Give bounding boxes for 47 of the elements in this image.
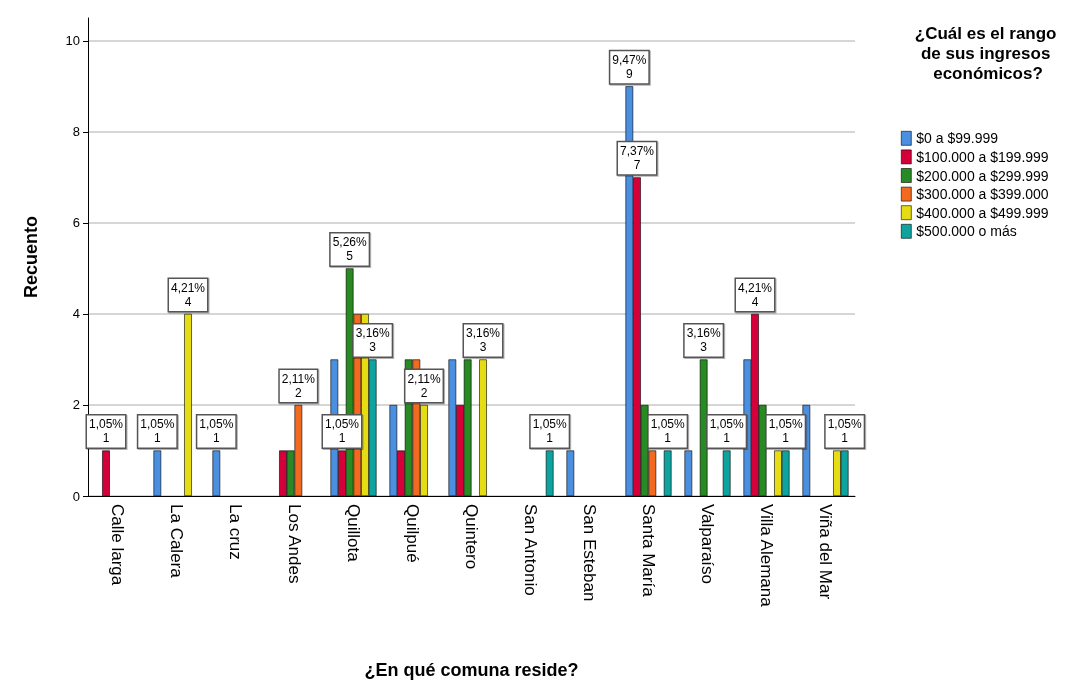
legend-label: $100.000 a $199.999 bbox=[916, 148, 1049, 165]
data-label: 1,05% 1 bbox=[324, 417, 360, 446]
data-label: 1,05% 1 bbox=[650, 417, 686, 446]
data-label: 4,21% 4 bbox=[737, 280, 773, 309]
data-label: 1,05% 1 bbox=[532, 417, 568, 446]
data-label: 1,05% 1 bbox=[827, 417, 863, 446]
data-label: 3,16% 3 bbox=[465, 326, 501, 355]
x-tick-label: Villa Alemana bbox=[757, 504, 776, 608]
x-tick-label: Los Andes bbox=[285, 504, 304, 584]
x-tick-label: La Calera bbox=[167, 504, 186, 579]
x-tick-label: Quillota bbox=[344, 504, 363, 563]
x-tick-label: Viña del Mar bbox=[816, 504, 835, 600]
x-tick-label: San Esteban bbox=[580, 504, 599, 602]
x-tick-label: Santa María bbox=[639, 504, 658, 598]
data-label: 9,47% 9 bbox=[612, 53, 647, 82]
x-tick-label: San Antonio bbox=[521, 504, 540, 596]
x-tick-label: La cruz bbox=[226, 504, 245, 560]
data-label: 3,16% 3 bbox=[686, 326, 721, 355]
data-label: 7,37% 7 bbox=[619, 144, 655, 173]
data-label: 5,26% 5 bbox=[332, 235, 367, 264]
data-label: 1,05% 1 bbox=[709, 417, 745, 446]
y-tick-label: 2 bbox=[72, 397, 80, 413]
y-tick-label: 0 bbox=[72, 488, 80, 504]
y-tick-label: 6 bbox=[72, 215, 80, 231]
y-tick-label: 4 bbox=[72, 306, 80, 322]
data-label: 1,05% 1 bbox=[199, 417, 234, 446]
data-label: 2,11% 2 bbox=[407, 371, 441, 400]
legend-label: $400.000 a $499.999 bbox=[916, 204, 1049, 221]
data-label: 1,05% 1 bbox=[768, 417, 804, 446]
x-axis-title: ¿En qué comuna reside? bbox=[364, 660, 579, 680]
legend-label: $0 a $99.999 bbox=[916, 130, 999, 147]
x-tick-label: Quilpué bbox=[403, 504, 422, 563]
legend-title: ¿Cuál es el rango de sus ingresos económicos? bbox=[914, 23, 1062, 83]
x-tick-label: Calle larga bbox=[108, 504, 127, 586]
legend-label: $200.000 a $299.999 bbox=[916, 167, 1049, 184]
data-label: 4,21% 4 bbox=[170, 280, 206, 309]
x-tick-label: Quintero bbox=[462, 504, 481, 570]
y-tick-label: 8 bbox=[72, 124, 80, 140]
data-label: 3,16% 3 bbox=[355, 326, 391, 355]
legend-label: $500.000 o más bbox=[916, 223, 1017, 240]
y-tick-label: 10 bbox=[65, 33, 80, 49]
y-axis-title: Recuento bbox=[21, 215, 41, 299]
data-label: 1,05% 1 bbox=[140, 417, 175, 446]
legend-label: $300.000 a $399.000 bbox=[916, 186, 1049, 203]
data-label: 2,11% 2 bbox=[281, 371, 316, 400]
x-tick-label: Valparaíso bbox=[698, 504, 717, 585]
data-label: 1,05% 1 bbox=[88, 417, 124, 446]
